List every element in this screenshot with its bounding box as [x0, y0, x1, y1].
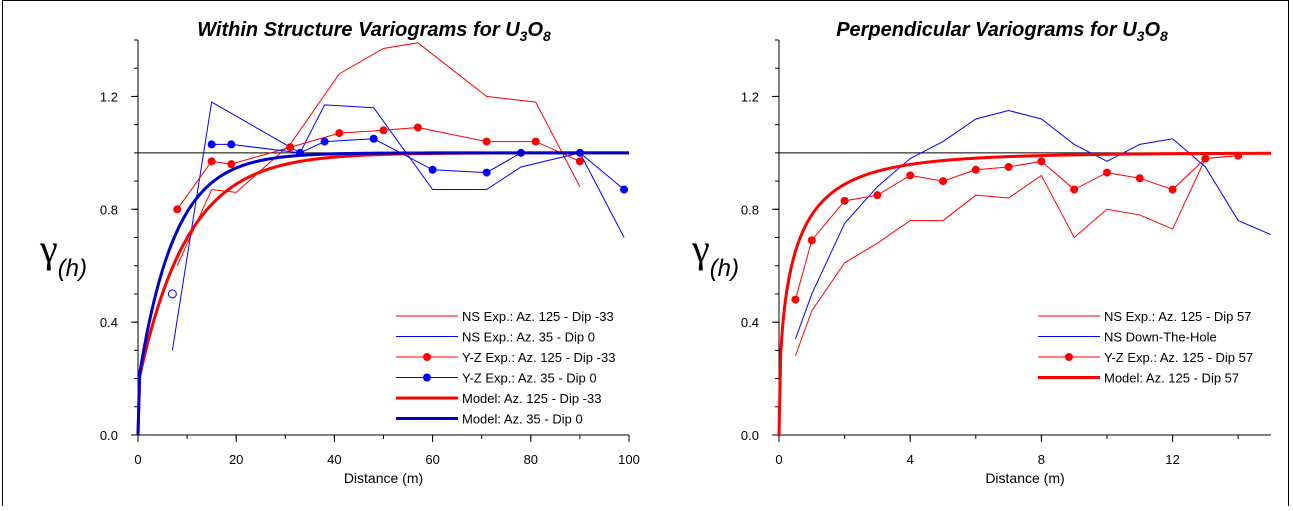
chart-panel-2: Perpendicular Variograms for U3O80.00.40… [691, 19, 1272, 486]
series-line-2 [794, 110, 1272, 340]
y-tick-label: 0.0 [741, 428, 759, 443]
y-tick-label: 0.4 [100, 315, 118, 330]
legend-marker-4 [423, 373, 431, 382]
data-point [939, 177, 947, 186]
data-point-open [167, 289, 177, 299]
x-axis-label: Distance (m) [344, 470, 423, 486]
x-tick-label: 80 [524, 452, 538, 467]
data-point [873, 191, 882, 200]
series-line-4 [211, 138, 625, 190]
x-tick-label: 60 [425, 452, 439, 467]
chart-title: Within Structure Variograms for U3O8 [197, 19, 551, 44]
y-tick-label: 0.0 [100, 428, 118, 443]
data-point [207, 157, 216, 166]
chart-title-main: Perpendicular Variograms for U [836, 19, 1137, 41]
data-point [791, 295, 800, 304]
data-point [971, 165, 980, 174]
legend-label-2: NS Exp.: Az. 35 - Dip 0 [462, 330, 595, 345]
data-point [1070, 185, 1079, 194]
y-tick-label: 0.4 [741, 315, 759, 330]
data-point [207, 140, 216, 149]
data-point [1037, 157, 1046, 166]
data-point [620, 185, 629, 194]
data-point [840, 196, 849, 205]
chart-title-main: Within Structure Variograms for U [197, 19, 520, 41]
legend-label-1: NS Exp.: Az. 125 - Dip 57 [1104, 309, 1251, 324]
chart-title-subscript: 3 [520, 28, 528, 44]
y-axis-label: γ(h) [39, 226, 87, 282]
data-point [413, 123, 422, 132]
data-point [531, 137, 540, 146]
data-point [286, 143, 295, 152]
legend-label-2: NS Down-The-Hole [1104, 330, 1217, 345]
y-tick-label: 0.8 [741, 202, 759, 217]
legend-label-3: Y-Z Exp.: Az. 125 - Dip 57 [1104, 350, 1253, 365]
x-tick-label: 20 [229, 452, 243, 467]
x-tick-label: 12 [1165, 452, 1179, 467]
y-axis-subscript: (h) [58, 255, 87, 282]
legend: NS Exp.: Az. 125 - Dip 57 NS Down-The-Hol… [1038, 309, 1253, 386]
y-tick-label: 0.8 [100, 202, 118, 217]
y-axis-symbol: γ [691, 226, 710, 271]
chart-title-mid: O [527, 19, 543, 41]
legend-label-5: Model: Az. 125 - Dip -33 [462, 391, 601, 406]
legend-marker-3 [423, 353, 431, 361]
chart-panel-1: Within Structure Variograms for U3O8 0.0 0… [39, 19, 640, 486]
series-line-1 [794, 155, 1239, 357]
x-tick-label: 40 [327, 452, 341, 467]
data-point [335, 129, 344, 138]
y-tick-label: 1.2 [100, 89, 118, 104]
legend-marker-3 [1065, 353, 1073, 361]
chart-title-mid: O [1144, 19, 1160, 41]
x-tick-label: 0 [134, 452, 141, 467]
legend-label-3: Y-Z Exp.: Az. 125 - Dip -33 [462, 350, 615, 365]
series-line-3 [176, 126, 581, 210]
chart-title-subscript: 8 [1160, 28, 1168, 44]
legend: NS Exp.: Az. 125 - Dip -33 NS Exp.: Az. 3… [396, 309, 615, 427]
data-point [227, 140, 236, 149]
data-point [575, 157, 584, 166]
data-point [482, 137, 491, 146]
data-point [379, 126, 388, 135]
legend-label-6: Model: Az. 35 - Dip 0 [462, 412, 583, 427]
data-point [1201, 154, 1210, 163]
data-point [1168, 185, 1177, 194]
data-point [807, 236, 816, 245]
model-curve-6 [136, 151, 630, 436]
chart-title: Perpendicular Variograms for U3O8 [836, 19, 1168, 44]
series-line-2 [171, 101, 625, 351]
y-axis-label: γ(h) [691, 226, 739, 282]
y-tick-label: 1.2 [741, 89, 759, 104]
y-axis-subscript: (h) [710, 255, 739, 282]
legend-label-4: Model: Az. 125 - Dip 57 [1104, 371, 1239, 386]
legend-label-1: NS Exp.: Az. 125 - Dip -33 [462, 309, 614, 324]
data-point [173, 205, 182, 214]
series-line-1 [176, 42, 581, 266]
chart-title-subscript: 8 [543, 28, 551, 44]
data-point [369, 134, 378, 143]
x-axis-label: Distance (m) [985, 470, 1064, 486]
x-tick-label: 0 [775, 452, 782, 467]
data-point [320, 137, 329, 146]
data-point [482, 168, 491, 177]
data-point [227, 160, 236, 169]
x-tick-label: 4 [907, 452, 914, 467]
chart-title-subscript: 3 [1137, 28, 1145, 44]
x-tick-label: 8 [1038, 452, 1045, 467]
data-point [906, 171, 915, 180]
x-tick-label: 100 [618, 452, 640, 467]
data-point [1103, 168, 1111, 177]
data-point [1135, 174, 1144, 183]
legend-label-4: Y-Z Exp.: Az. 35 - Dip 0 [462, 371, 597, 386]
model-curve-4 [777, 151, 1272, 436]
data-point [428, 165, 437, 174]
y-axis-symbol: γ [39, 226, 58, 271]
data-point [1004, 162, 1013, 171]
